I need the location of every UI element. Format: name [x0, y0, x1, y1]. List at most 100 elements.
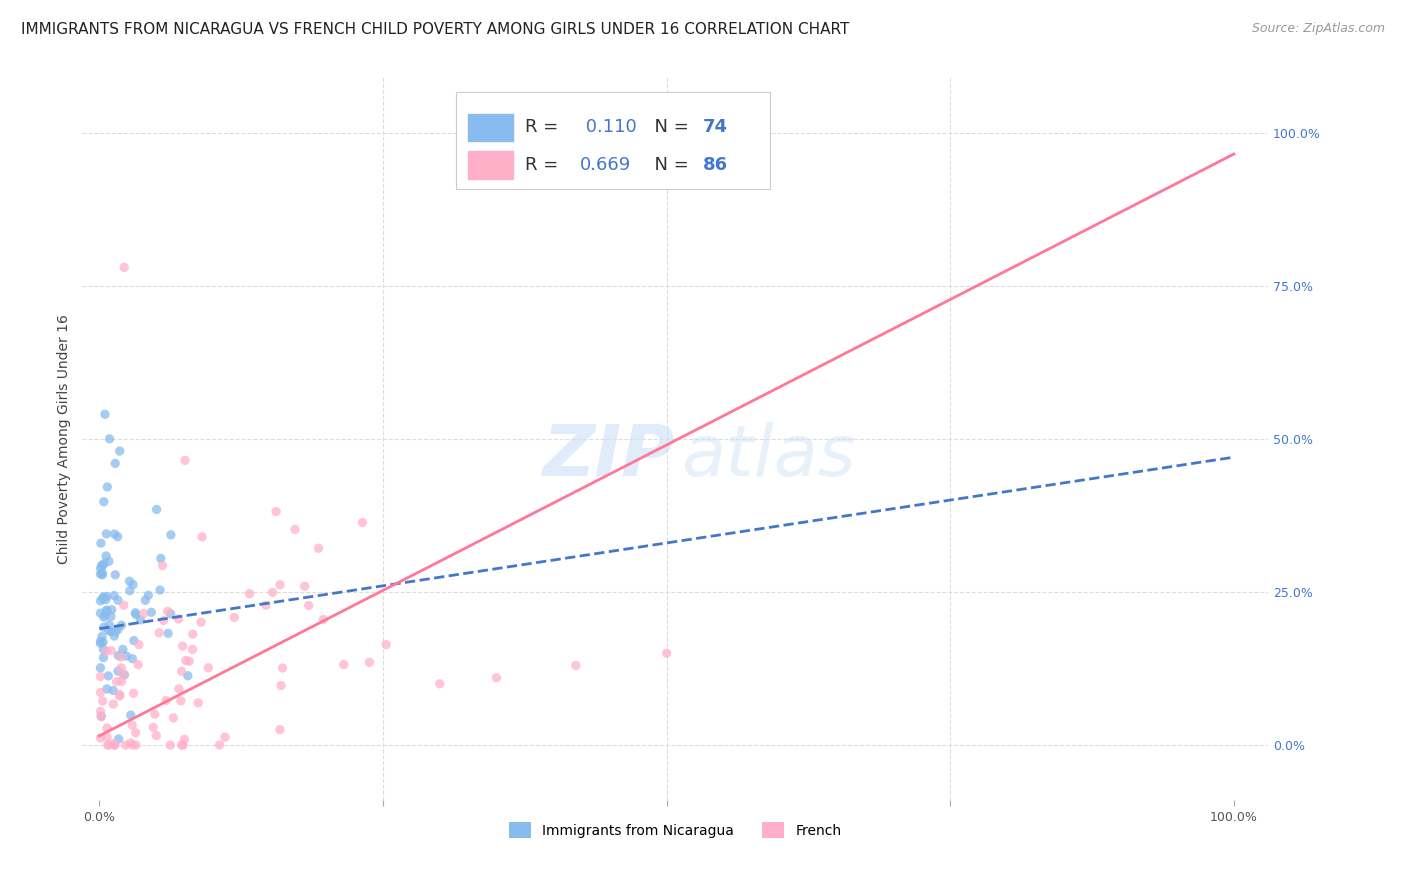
- Point: [124, 606, 146, 620]
- Y-axis label: Child Poverty Among Girls Under 16: Child Poverty Among Girls Under 16: [58, 314, 72, 564]
- Point: [125, 725, 148, 739]
- Point: [107, 593, 129, 607]
- Point: [96, 730, 118, 744]
- Point: [93, 494, 115, 508]
- Point: [93, 590, 115, 604]
- Point: [122, 633, 145, 648]
- Point: [93, 610, 115, 624]
- Point: [110, 618, 132, 632]
- Point: [429, 677, 451, 691]
- Text: ZIP: ZIP: [543, 423, 675, 491]
- Point: [172, 738, 194, 752]
- Text: N =: N =: [643, 156, 695, 174]
- Point: [181, 627, 204, 641]
- Point: [89, 594, 111, 608]
- Point: [96, 590, 118, 604]
- Text: IMMIGRANTS FROM NICARAGUA VS FRENCH CHILD POVERTY AMONG GIRLS UNDER 16 CORRELATI: IMMIGRANTS FROM NICARAGUA VS FRENCH CHIL…: [21, 22, 849, 37]
- Point: [89, 566, 111, 581]
- Point: [172, 639, 194, 653]
- Point: [100, 603, 122, 617]
- Point: [90, 710, 112, 724]
- Point: [90, 536, 112, 550]
- Point: [118, 583, 141, 598]
- Point: [110, 674, 132, 689]
- Point: [191, 530, 214, 544]
- Point: [107, 648, 129, 663]
- Point: [214, 730, 236, 744]
- Text: 74: 74: [703, 119, 727, 136]
- Point: [90, 558, 112, 573]
- Point: [96, 480, 118, 494]
- Point: [167, 612, 190, 626]
- Text: Source: ZipAtlas.com: Source: ZipAtlas.com: [1251, 22, 1385, 36]
- Point: [105, 674, 128, 689]
- Point: [155, 693, 177, 707]
- Point: [120, 708, 142, 723]
- Point: [103, 737, 125, 751]
- Point: [91, 591, 114, 606]
- Legend: Immigrants from Nicaragua, French: Immigrants from Nicaragua, French: [503, 817, 846, 844]
- Point: [121, 738, 143, 752]
- Point: [94, 407, 117, 421]
- Point: [156, 604, 179, 618]
- Point: [114, 738, 136, 752]
- Point: [308, 541, 330, 556]
- Point: [145, 502, 167, 516]
- Point: [125, 607, 148, 622]
- Point: [190, 615, 212, 630]
- Point: [129, 613, 152, 627]
- Point: [179, 654, 201, 668]
- Point: [89, 606, 111, 620]
- Point: [104, 456, 127, 470]
- Point: [160, 528, 183, 542]
- FancyBboxPatch shape: [468, 113, 513, 141]
- Point: [208, 738, 231, 752]
- Point: [121, 718, 143, 732]
- Point: [91, 635, 114, 649]
- Point: [104, 624, 127, 639]
- Point: [332, 657, 354, 672]
- Point: [107, 731, 129, 746]
- Point: [148, 625, 170, 640]
- Point: [271, 661, 294, 675]
- Point: [152, 558, 174, 573]
- Point: [90, 634, 112, 648]
- Point: [96, 644, 118, 658]
- Point: [103, 589, 125, 603]
- Point: [224, 610, 246, 624]
- Point: [110, 661, 132, 675]
- Point: [91, 567, 114, 582]
- Point: [270, 679, 292, 693]
- Point: [96, 721, 118, 735]
- Point: [96, 604, 118, 618]
- Point: [262, 585, 284, 599]
- Point: [174, 453, 197, 467]
- Point: [108, 687, 131, 701]
- Point: [134, 593, 156, 607]
- Point: [111, 642, 134, 657]
- Point: [104, 738, 127, 752]
- Point: [167, 681, 190, 696]
- Point: [312, 613, 335, 627]
- Point: [97, 554, 120, 568]
- Point: [98, 618, 121, 632]
- Point: [118, 574, 141, 589]
- Point: [239, 587, 262, 601]
- Point: [100, 624, 122, 639]
- Point: [149, 551, 172, 566]
- Point: [91, 694, 114, 708]
- Point: [96, 681, 118, 696]
- Point: [108, 689, 131, 703]
- Point: [91, 566, 114, 581]
- Point: [149, 582, 172, 597]
- Point: [114, 668, 136, 682]
- Point: [375, 638, 398, 652]
- Point: [141, 605, 163, 619]
- Point: [107, 664, 129, 678]
- Point: [142, 720, 165, 734]
- Point: [565, 658, 588, 673]
- Text: 86: 86: [703, 156, 727, 174]
- Text: R =: R =: [524, 156, 564, 174]
- Point: [97, 738, 120, 752]
- Point: [103, 697, 125, 711]
